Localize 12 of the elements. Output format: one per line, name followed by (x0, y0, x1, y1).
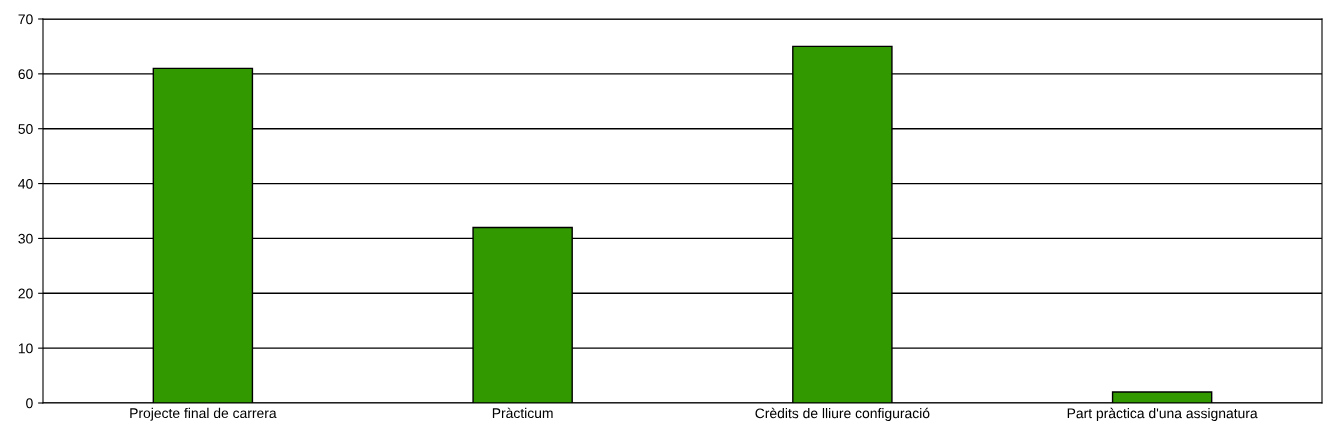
y-tick-label: 40 (18, 178, 33, 189)
y-tick-label: 20 (18, 288, 33, 299)
x-tick-label: Part pràctica d'una assignatura (1067, 407, 1258, 421)
y-tick-label: 0 (26, 398, 33, 409)
y-tick-label: 70 (18, 14, 33, 25)
y-tick-label: 60 (18, 69, 33, 80)
x-tick-label: Crèdits de lliure configuració (755, 407, 930, 421)
x-tick-label: Pràcticum (492, 407, 553, 419)
y-tick-label: 10 (18, 343, 33, 354)
y-tick-label: 30 (18, 233, 33, 244)
x-tick-label: Projecte final de carrera (130, 407, 277, 421)
y-tick-label: 50 (18, 124, 33, 134)
